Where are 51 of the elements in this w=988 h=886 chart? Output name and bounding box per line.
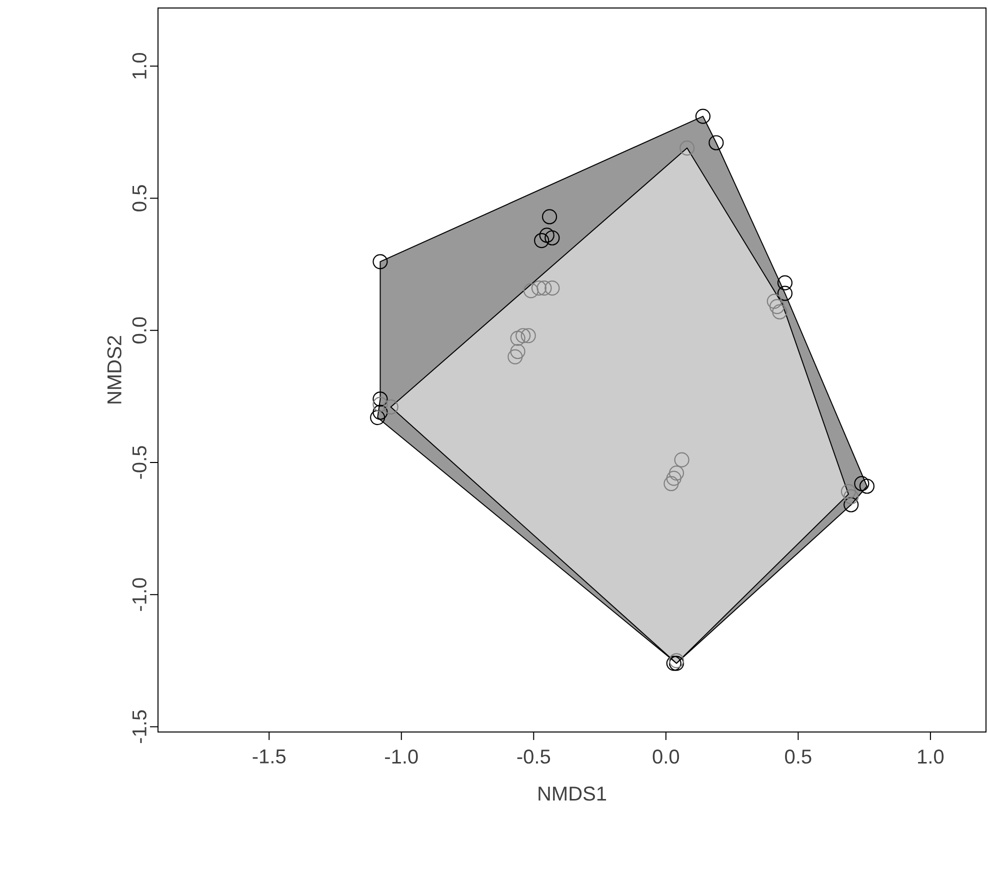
point [544, 280, 560, 296]
point [695, 108, 710, 124]
point [372, 392, 388, 407]
y-tick-label: -1.0 [132, 578, 146, 611]
point [674, 452, 690, 468]
y-tick-label: -0.5 [132, 446, 146, 479]
point [372, 404, 388, 420]
y-tick-label: 1.0 [132, 53, 146, 78]
y-tick-label: -1.5 [132, 710, 146, 744]
point [766, 294, 782, 309]
y-tick-label: 0.5 [132, 185, 146, 212]
point [531, 280, 546, 296]
point [510, 330, 526, 346]
point [520, 328, 536, 344]
point [666, 470, 682, 486]
point [772, 304, 788, 320]
point [542, 209, 558, 224]
point [859, 478, 875, 494]
point [516, 328, 531, 344]
point [844, 497, 859, 512]
point [544, 230, 560, 246]
point [664, 476, 679, 492]
x-axis-title: NMDS1 [538, 786, 606, 801]
x-tick-label: 1.0 [918, 750, 944, 764]
y-axis-title: NMDS2 [107, 336, 122, 404]
point [372, 396, 388, 412]
point [666, 656, 682, 671]
point [536, 280, 552, 296]
point [769, 299, 785, 314]
point [777, 286, 793, 301]
x-tick-label: -0.5 [517, 750, 550, 764]
x-tick-label: 0.0 [652, 750, 680, 764]
point [383, 399, 398, 415]
point [708, 135, 724, 150]
point [523, 283, 539, 298]
point [668, 465, 684, 481]
point [854, 476, 870, 492]
point [539, 228, 554, 243]
x-tick-label: -1.0 [385, 750, 418, 764]
point [508, 349, 523, 364]
point [840, 484, 856, 500]
point [844, 489, 859, 504]
point [680, 140, 695, 156]
point [534, 232, 550, 248]
x-tick-label: 0.5 [785, 750, 812, 764]
point [777, 275, 793, 290]
point [372, 254, 388, 270]
point [370, 410, 386, 426]
point [510, 344, 526, 360]
y-tick-label: 0.0 [132, 317, 146, 344]
x-tick-label: -1.5 [252, 750, 286, 764]
